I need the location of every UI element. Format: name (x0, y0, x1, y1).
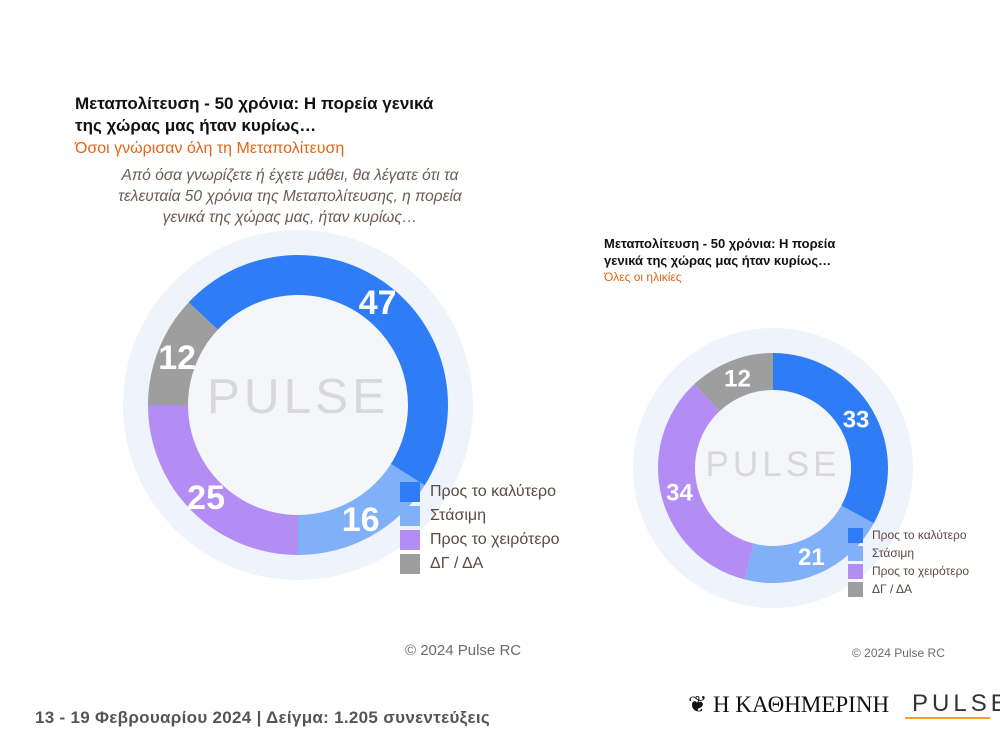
donut-segment-0 (773, 353, 888, 524)
chart2-title: Μεταπολίτευση - 50 χρόνια: Η πορεία γενι… (604, 236, 836, 268)
pulse-logo: PULSE (912, 690, 1000, 717)
chart1-question: Από όσα γνωρίζετε ή έχετε μάθει, θα λέγα… (118, 167, 462, 226)
donut-segment-1 (744, 505, 874, 583)
chart1-title: Μεταπολίτευση - 50 χρόνια: Η πορεία γενι… (75, 94, 434, 135)
pulse-watermark: PULSE (207, 369, 389, 424)
chart1-copyright: © 2024 Pulse RC (405, 642, 522, 659)
pulse-logo-line (905, 717, 990, 719)
legend-item: ΔΓ / ΔΑ (848, 580, 969, 598)
legend-item: Προς το καλύτερο (848, 526, 969, 544)
donut-center (188, 295, 408, 515)
pulse-watermark: PULSE (705, 445, 840, 484)
data-label: 16 (342, 501, 380, 539)
data-label: 12 (158, 339, 196, 377)
data-label: 25 (187, 479, 225, 517)
donut-segment-2 (658, 384, 754, 580)
chart1-subtitle: Όσοι γνώρισαν όλη τη Μεταπολίτευση (75, 140, 345, 157)
data-label: 21 (798, 544, 825, 571)
kathimerini-logo: ❦ Η ΚΑΘΗΜΕΡΙΝΗ (688, 692, 890, 717)
legend-item: ΔΓ / ΔΑ (400, 552, 559, 576)
donut-segment-0 (188, 254, 449, 486)
legend-item: Προς το χειρότερο (400, 528, 559, 552)
chart2-legend: Προς το καλύτερο Στάσιμη Προς το χειρότε… (848, 526, 969, 598)
footer-text: 13 - 19 Φεβρουαρίου 2024 | Δείγμα: 1.205… (35, 708, 491, 727)
chart2-copyright: © 2024 Pulse RC (852, 646, 945, 660)
donut-segment-3 (694, 353, 773, 412)
donut-segment-2 (148, 405, 298, 555)
chart1-legend: Προς το καλύτερο Στάσιμη Προς το χειρότε… (400, 480, 559, 576)
data-label: 12 (724, 366, 751, 393)
donut-segment-3 (148, 302, 218, 405)
data-label: 47 (359, 284, 397, 322)
legend-item: Προς το καλύτερο (400, 480, 559, 504)
donut-segment-1 (298, 463, 425, 555)
data-label: 34 (666, 479, 693, 506)
data-label: 33 (843, 406, 870, 433)
chart2-subtitle: Όλες οι ηλικίες (604, 270, 682, 284)
legend-item: Στάσιμη (400, 504, 559, 528)
legend-item: Στάσιμη (848, 544, 969, 562)
legend-item: Προς το χειρότερο (848, 562, 969, 580)
donut-center (695, 390, 851, 546)
